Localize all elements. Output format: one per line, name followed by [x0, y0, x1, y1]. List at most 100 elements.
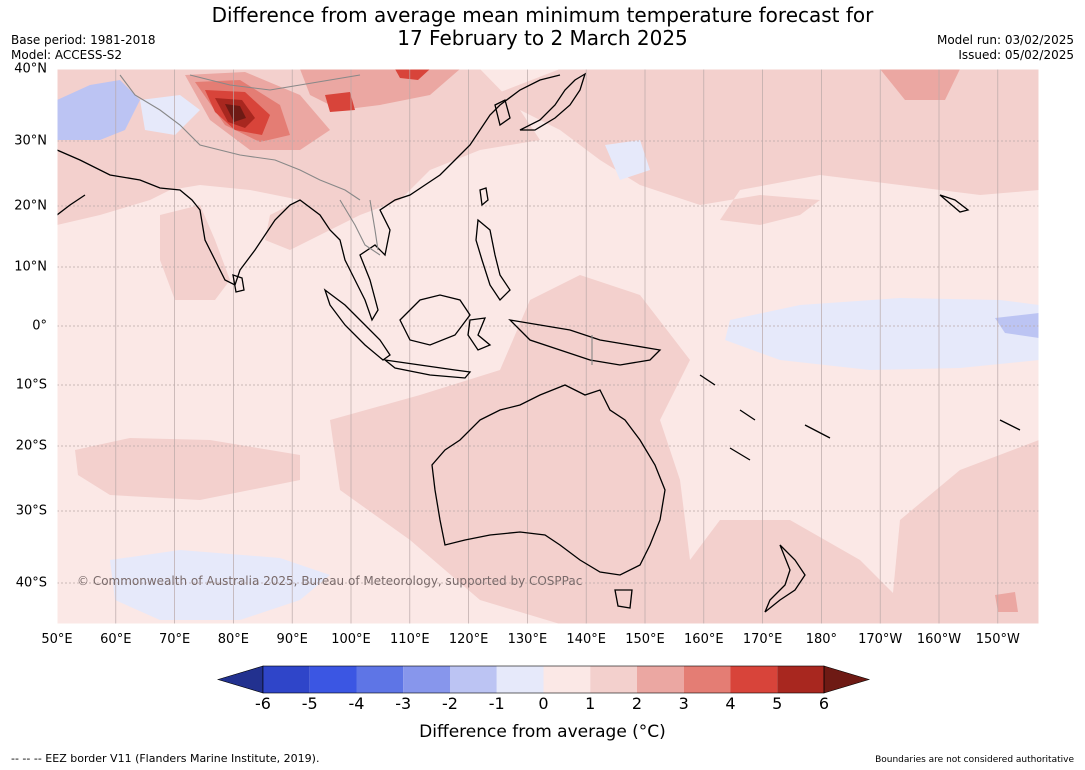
anomaly-region-pacific-cool — [725, 298, 1039, 370]
coastline-sulawesi — [467, 317, 492, 351]
latitude-tick-label: 20°S — [15, 438, 47, 454]
colorbar-segment — [356, 666, 404, 693]
anomaly-region-nz-3 — [995, 592, 1018, 612]
boundaries-disclaimer: Boundaries are not considered authoritat… — [875, 755, 1074, 765]
colorbar-tick-label: -6 — [255, 694, 271, 713]
run-info: Model run: 03/02/2025 Issued: 05/02/2025 — [937, 33, 1074, 63]
eez-legend: -- -- -- EEZ border V11 (Flanders Marine… — [11, 752, 320, 765]
colorbar-tick-label: 0 — [538, 694, 549, 713]
coastline-sumatra — [323, 288, 391, 361]
coastline-java — [382, 359, 472, 379]
colorbar-segment — [777, 666, 824, 693]
colorbar-tick-label: 1 — [585, 694, 596, 713]
anomaly-field — [57, 69, 1039, 624]
coastline-new-guinea — [508, 319, 662, 366]
longitude-tick-label: 130°E — [507, 632, 548, 647]
border-central-asia — [119, 74, 361, 201]
anomaly-region-mongolia-5 — [395, 69, 430, 80]
coastline-taiwan — [479, 187, 489, 207]
longitude-tick-label: 150°W — [975, 632, 1020, 647]
anomaly-region-southern-indian-cool — [110, 550, 330, 620]
latitude-tick-label: 40°N — [14, 61, 47, 77]
colorbar-segment — [496, 666, 544, 693]
model-name: Model: ACCESS-S2 — [11, 48, 123, 62]
colorbar-tick-label: -2 — [442, 694, 458, 713]
latitude-tick-label: 30°N — [14, 133, 47, 149]
anomaly-region-india — [160, 205, 230, 300]
coastline-japan — [519, 72, 587, 131]
colorbar-tick-label: -4 — [348, 694, 365, 713]
colorbar-segment — [590, 666, 637, 693]
longitude-tick-label: 80°E — [217, 632, 250, 647]
coastline-pacific-islands — [699, 374, 1021, 461]
border-china-mongolia — [189, 74, 361, 91]
longitude-tick-label: 90°E — [276, 632, 308, 647]
anomaly-region-north-pacific — [480, 69, 1039, 225]
longitude-tick-label: 170°W — [858, 632, 903, 647]
model-run: Model run: 03/02/2025 — [936, 33, 1074, 47]
anomaly-region-se-pacific — [890, 440, 1039, 624]
map-frame — [56, 68, 1040, 625]
country-borders — [119, 74, 593, 365]
coastline-arabia — [57, 194, 86, 216]
colorbar-tick-label: -1 — [488, 694, 505, 713]
title-line-1: Difference from average mean minimum tem… — [211, 3, 874, 27]
colorbar-segment — [309, 666, 357, 693]
colorbar-tick-label: 2 — [631, 694, 643, 713]
coastlines — [57, 72, 1021, 613]
colorbar-tick-label: 4 — [725, 694, 736, 713]
coastline-hawaii — [939, 194, 970, 213]
base-period: Base period: 1981-2018 — [11, 33, 156, 47]
longitude-tick-label: 160°W — [916, 632, 962, 647]
anomaly-region-japan-3 — [880, 69, 960, 100]
colorbar-segment — [263, 666, 310, 693]
longitude-tick-label: 120°E — [448, 632, 489, 647]
anomaly-region-kazakhstan-cool-2 — [140, 95, 200, 135]
longitude-tick-label: 160°E — [684, 632, 724, 647]
anomaly-region-china-5 — [325, 92, 355, 112]
colorbar — [216, 665, 871, 694]
colorbar-segment — [450, 666, 497, 693]
longitude-tick-label: 100°E — [331, 632, 371, 647]
latitude-tick-label: 40°S — [15, 575, 47, 591]
model-info: Base period: 1981-2018 Model: ACCESS-S2 — [11, 33, 156, 63]
colorbar-segment — [637, 666, 684, 693]
coastline-new-zealand — [764, 544, 806, 613]
colorbar-tick-label: -5 — [301, 694, 318, 713]
colorbar-segment — [543, 666, 591, 693]
colorbar-tick-label: -3 — [395, 694, 412, 713]
longitude-tick-label: 50°E — [41, 632, 73, 647]
map-gridlines — [57, 69, 1039, 624]
anomaly-region-tibet-core — [225, 104, 246, 122]
coastline-australia — [431, 384, 666, 576]
colorbar-segment — [730, 666, 778, 693]
longitude-tick-label: 170°E — [742, 632, 783, 647]
colorbar-segment — [683, 666, 731, 693]
title-line-2: 17 February to 2 March 2025 — [397, 26, 688, 50]
longitude-tick-label: 150°E — [625, 632, 665, 647]
latitude-tick-label: 0° — [32, 318, 47, 334]
colorbar-tick-label: 3 — [678, 694, 689, 713]
issued-date: Issued: 05/02/2025 — [958, 48, 1074, 62]
colorbar-extend-high — [823, 665, 871, 694]
anomaly-region-sw-pacific-cool — [605, 140, 650, 180]
colorbar-tick-label: 6 — [818, 694, 830, 713]
latitude-tick-label: 20°N — [14, 198, 47, 214]
coastline-sri-lanka — [232, 274, 245, 293]
coastline-philippines — [475, 218, 511, 302]
anomaly-region-australia — [330, 275, 1039, 624]
longitude-tick-label: 110°E — [390, 632, 430, 647]
colorbar-frame — [262, 665, 825, 694]
colorbar-label: Difference from average (°C) — [419, 722, 666, 742]
border-indochina — [339, 199, 381, 256]
longitude-tick-label: 140°E — [566, 632, 606, 647]
anomaly-region-pacific-cool-2 — [995, 313, 1039, 338]
copyright-notice: © Commonwealth of Australia 2025, Bureau… — [77, 574, 583, 588]
chart-title: Difference from average mean minimum tem… — [0, 4, 1085, 50]
longitude-tick-label: 180° — [805, 632, 838, 647]
coastline-korea — [494, 99, 511, 127]
latitude-tick-label: 10°S — [15, 377, 47, 393]
coastline-borneo — [399, 294, 471, 346]
anomaly-region-indian-ocean — [75, 438, 300, 500]
